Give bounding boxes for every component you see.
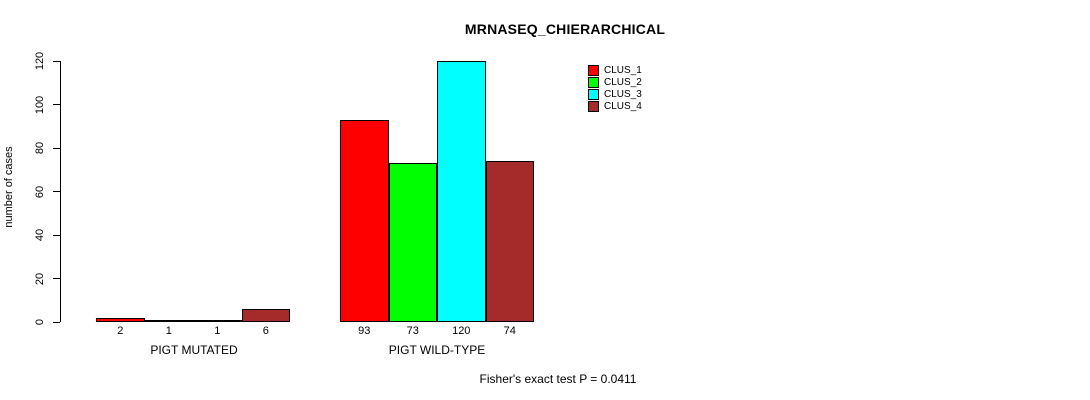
y-axis-tick-label: 20	[34, 272, 46, 285]
y-axis-tick-label: 0	[34, 318, 46, 326]
bar-value-label-clus_2-pigt-wild-type: 73	[406, 325, 419, 337]
y-axis-tick	[53, 278, 60, 279]
bar-value-label-clus_4-pigt-mutated: 6	[262, 325, 269, 337]
bar-value-label-clus_2-pigt-mutated: 1	[165, 325, 172, 337]
y-axis-tick	[53, 234, 60, 236]
legend-label-clus_4: CLUS_4	[604, 100, 642, 112]
bar-value-label-clus_3-pigt-wild-type: 120	[452, 325, 471, 337]
legend: CLUS_1 CLUS_2 CLUS_3 CLUS_4	[588, 64, 642, 112]
legend-swatch-clus_2	[588, 76, 599, 88]
bar-clus_4-pigt-wild-type	[485, 161, 534, 322]
bar-clus_1-pigt-mutated	[96, 317, 145, 322]
x-category-label-pigt-wild-type: PIGT WILD-TYPE	[388, 343, 486, 357]
y-axis-label: number of cases	[3, 146, 15, 228]
y-axis-tick	[53, 321, 60, 323]
y-axis-tick	[53, 104, 60, 105]
y-axis-tick-label: 80	[34, 141, 46, 155]
y-axis-tick	[53, 147, 60, 149]
bar-clus_4-pigt-mutated	[241, 308, 290, 322]
y-axis-tick-label: 40	[34, 228, 46, 242]
bar-value-label-clus_1-pigt-mutated: 2	[117, 325, 124, 337]
legend-label-clus_2: CLUS_2	[604, 76, 642, 88]
legend-item-clus_3: CLUS_3	[588, 88, 642, 100]
bar-clus_1-pigt-wild-type	[340, 119, 389, 322]
legend-swatch-clus_3	[588, 88, 599, 100]
chart-title: MRNASEQ_CHIERARCHICAL	[464, 21, 666, 37]
y-axis-tick-label: 120	[34, 51, 46, 71]
fisher-test-note: Fisher's exact test P = 0.0411	[479, 372, 637, 386]
bar-value-label-clus_3-pigt-mutated: 1	[214, 325, 221, 337]
y-axis-line	[60, 61, 61, 322]
bar-clus_2-pigt-wild-type	[388, 163, 437, 322]
y-axis-tick	[53, 60, 60, 62]
x-category-label-pigt-mutated: PIGT MUTATED	[150, 343, 238, 357]
bar-value-label-clus_4-pigt-wild-type: 74	[503, 325, 516, 337]
bar-clus_3-pigt-wild-type	[437, 61, 486, 322]
bar-clus_3-pigt-mutated	[193, 319, 242, 322]
bar-value-label-clus_1-pigt-wild-type: 93	[358, 325, 371, 337]
y-axis-tick-label: 100	[34, 95, 46, 114]
legend-swatch-clus_1	[588, 64, 599, 76]
legend-item-clus_4: CLUS_4	[588, 100, 642, 112]
legend-item-clus_1: CLUS_1	[588, 64, 642, 76]
legend-label-clus_1: CLUS_1	[604, 64, 642, 76]
bar-clus_2-pigt-mutated	[144, 319, 193, 322]
legend-label-clus_3: CLUS_3	[604, 88, 642, 100]
y-axis-tick	[53, 191, 60, 192]
y-axis-tick-label: 60	[34, 185, 46, 198]
legend-swatch-clus_4	[588, 100, 599, 112]
legend-item-clus_2: CLUS_2	[588, 76, 642, 88]
